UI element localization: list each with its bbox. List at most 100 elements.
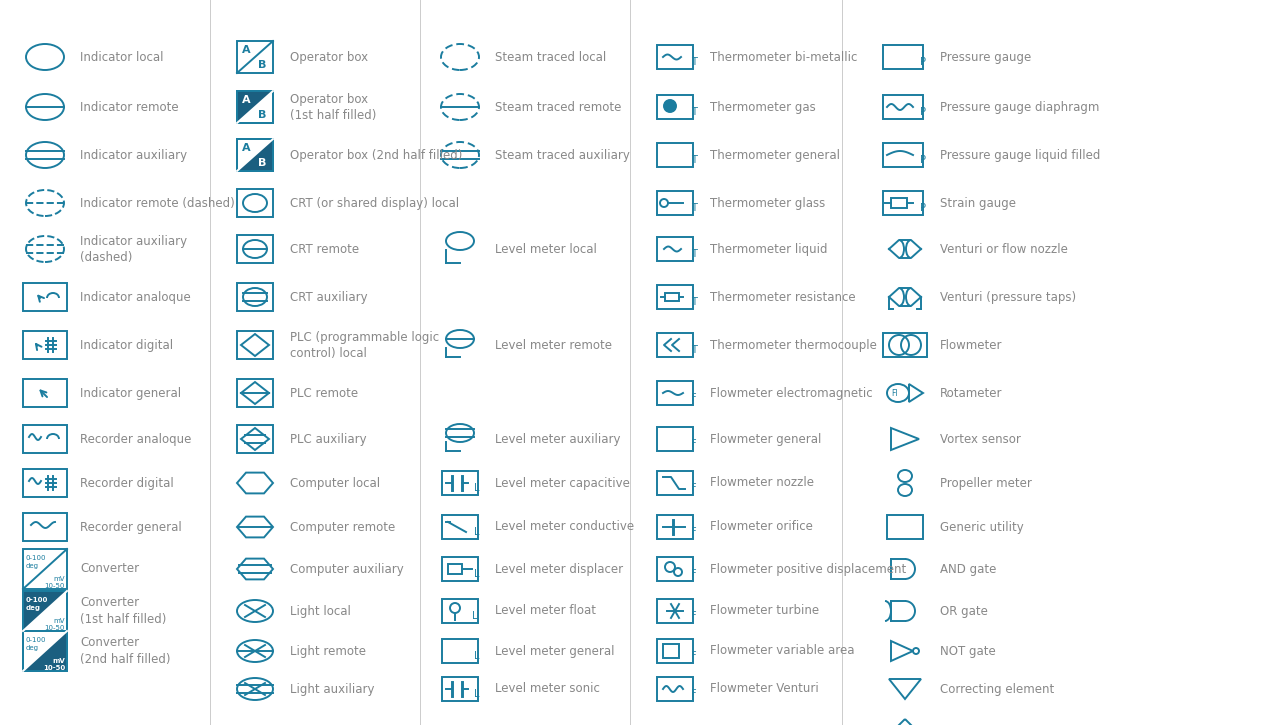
Bar <box>237 91 273 123</box>
Text: Flowmeter orifice: Flowmeter orifice <box>711 521 813 534</box>
Bar <box>23 591 67 631</box>
Text: T: T <box>692 155 697 165</box>
Polygon shape <box>23 591 67 631</box>
Text: Rotameter: Rotameter <box>940 386 1002 399</box>
Text: P: P <box>920 57 926 67</box>
Text: Level meter local: Level meter local <box>495 242 597 255</box>
Text: F: F <box>692 483 697 493</box>
Text: Indicator remote (dashed): Indicator remote (dashed) <box>80 196 235 210</box>
Text: AND gate: AND gate <box>940 563 997 576</box>
Bar <box>442 471 478 495</box>
Text: Level meter remote: Level meter remote <box>495 339 612 352</box>
Text: Indicator general: Indicator general <box>80 386 182 399</box>
Text: Level meter general: Level meter general <box>495 645 615 658</box>
Text: Converter: Converter <box>80 563 139 576</box>
Text: deg: deg <box>27 645 39 651</box>
Bar <box>23 631 67 671</box>
Text: L: L <box>475 569 480 579</box>
Bar <box>237 235 273 263</box>
Text: Flowmeter electromagnetic: Flowmeter electromagnetic <box>711 386 872 399</box>
Bar <box>658 677 693 701</box>
Text: Thermometer glass: Thermometer glass <box>711 196 825 210</box>
Text: Indicator auxiliary
(dashed): Indicator auxiliary (dashed) <box>80 234 187 263</box>
Bar <box>665 293 679 301</box>
Text: PLC (programmable logic
control) local: PLC (programmable logic control) local <box>290 331 439 360</box>
Bar <box>658 515 693 539</box>
Bar <box>883 95 923 119</box>
Bar <box>442 515 478 539</box>
Text: Correcting element: Correcting element <box>940 682 1054 695</box>
Bar <box>237 91 273 123</box>
Bar <box>658 285 693 309</box>
Circle shape <box>664 100 676 112</box>
Text: 0-100: 0-100 <box>27 597 48 603</box>
Bar <box>237 283 273 311</box>
Text: L: L <box>475 527 480 537</box>
Text: F: F <box>692 651 697 661</box>
Bar <box>442 557 478 581</box>
Bar <box>658 427 693 451</box>
Text: 0-100: 0-100 <box>27 555 47 561</box>
Bar <box>658 333 693 357</box>
Text: 10-50: 10-50 <box>44 625 66 631</box>
Text: A: A <box>242 45 251 55</box>
Text: F: F <box>692 527 697 537</box>
Text: B: B <box>257 60 266 70</box>
Bar <box>237 139 273 171</box>
Text: F: F <box>692 611 697 621</box>
Text: OR gate: OR gate <box>940 605 988 618</box>
Text: deg: deg <box>27 563 39 569</box>
Text: CRT remote: CRT remote <box>290 242 360 255</box>
Text: L: L <box>475 483 480 493</box>
Polygon shape <box>237 91 273 123</box>
Text: Operator box (2nd half filled): Operator box (2nd half filled) <box>290 149 462 162</box>
Text: deg: deg <box>27 605 40 611</box>
Bar <box>658 143 693 167</box>
Text: Pressure gauge diaphragm: Pressure gauge diaphragm <box>940 101 1099 114</box>
Text: Light auxiliary: Light auxiliary <box>290 682 375 695</box>
Text: Pressure gauge: Pressure gauge <box>940 51 1031 64</box>
Text: Flowmeter positive displacement: Flowmeter positive displacement <box>711 563 906 576</box>
Text: 10-50: 10-50 <box>43 665 66 671</box>
Text: P: P <box>920 203 926 213</box>
Text: A: A <box>242 143 251 153</box>
Bar <box>658 191 693 215</box>
Bar <box>658 557 693 581</box>
Text: Recorder digital: Recorder digital <box>80 476 174 489</box>
Text: Strain gauge: Strain gauge <box>940 196 1016 210</box>
Text: mV: mV <box>52 658 66 664</box>
Text: L: L <box>475 689 480 699</box>
Text: B: B <box>257 110 266 120</box>
Text: NOT gate: NOT gate <box>940 645 996 658</box>
Text: F: F <box>692 689 697 699</box>
Text: Flowmeter: Flowmeter <box>940 339 1002 352</box>
Bar <box>23 513 67 541</box>
Text: Operator box
(1st half filled): Operator box (1st half filled) <box>290 93 376 122</box>
Text: Recorder general: Recorder general <box>80 521 182 534</box>
Bar <box>23 425 67 453</box>
Text: Thermometer gas: Thermometer gas <box>711 101 815 114</box>
Text: Indicator auxiliary: Indicator auxiliary <box>80 149 187 162</box>
Bar <box>23 549 67 589</box>
Text: Level meter auxiliary: Level meter auxiliary <box>495 433 621 445</box>
Text: L: L <box>472 611 477 621</box>
Bar <box>442 599 478 623</box>
Text: Thermometer resistance: Thermometer resistance <box>711 291 856 304</box>
Text: Thermometer bi-metallic: Thermometer bi-metallic <box>711 51 857 64</box>
Bar <box>23 283 67 311</box>
Bar <box>891 198 907 208</box>
Text: Converter
(1st half filled): Converter (1st half filled) <box>80 597 167 626</box>
Bar <box>658 599 693 623</box>
Bar <box>237 139 273 171</box>
Text: 0-100: 0-100 <box>27 637 47 643</box>
Bar <box>237 379 273 407</box>
Text: P: P <box>920 155 926 165</box>
Text: T: T <box>692 203 697 213</box>
Text: T: T <box>692 297 697 307</box>
Bar <box>883 333 928 357</box>
Text: Computer remote: Computer remote <box>290 521 395 534</box>
Bar <box>883 143 923 167</box>
Bar <box>663 644 679 658</box>
Text: Thermometer liquid: Thermometer liquid <box>711 242 828 255</box>
Text: Steam traced local: Steam traced local <box>495 51 606 64</box>
